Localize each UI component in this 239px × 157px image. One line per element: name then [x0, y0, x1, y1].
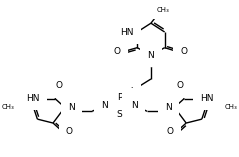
Text: O: O — [166, 127, 174, 136]
Text: HN: HN — [120, 87, 133, 96]
Text: N: N — [68, 103, 75, 112]
Text: O: O — [177, 81, 184, 90]
Text: O: O — [114, 47, 121, 56]
Text: HN: HN — [200, 94, 213, 103]
Text: H: H — [129, 95, 136, 104]
Text: HN: HN — [120, 27, 133, 37]
Text: O: O — [66, 127, 73, 136]
Text: N: N — [131, 101, 138, 110]
Text: S: S — [117, 110, 122, 119]
Text: O: O — [180, 47, 187, 56]
Text: CH₃: CH₃ — [156, 8, 169, 14]
Text: H: H — [104, 95, 110, 104]
Text: N: N — [147, 51, 154, 60]
Text: HN: HN — [26, 94, 39, 103]
Text: O: O — [55, 81, 62, 90]
Text: CH₃: CH₃ — [2, 104, 15, 110]
Text: CH₃: CH₃ — [224, 104, 237, 110]
Text: P: P — [117, 93, 122, 102]
Text: N: N — [102, 101, 108, 110]
Text: N: N — [165, 103, 172, 112]
